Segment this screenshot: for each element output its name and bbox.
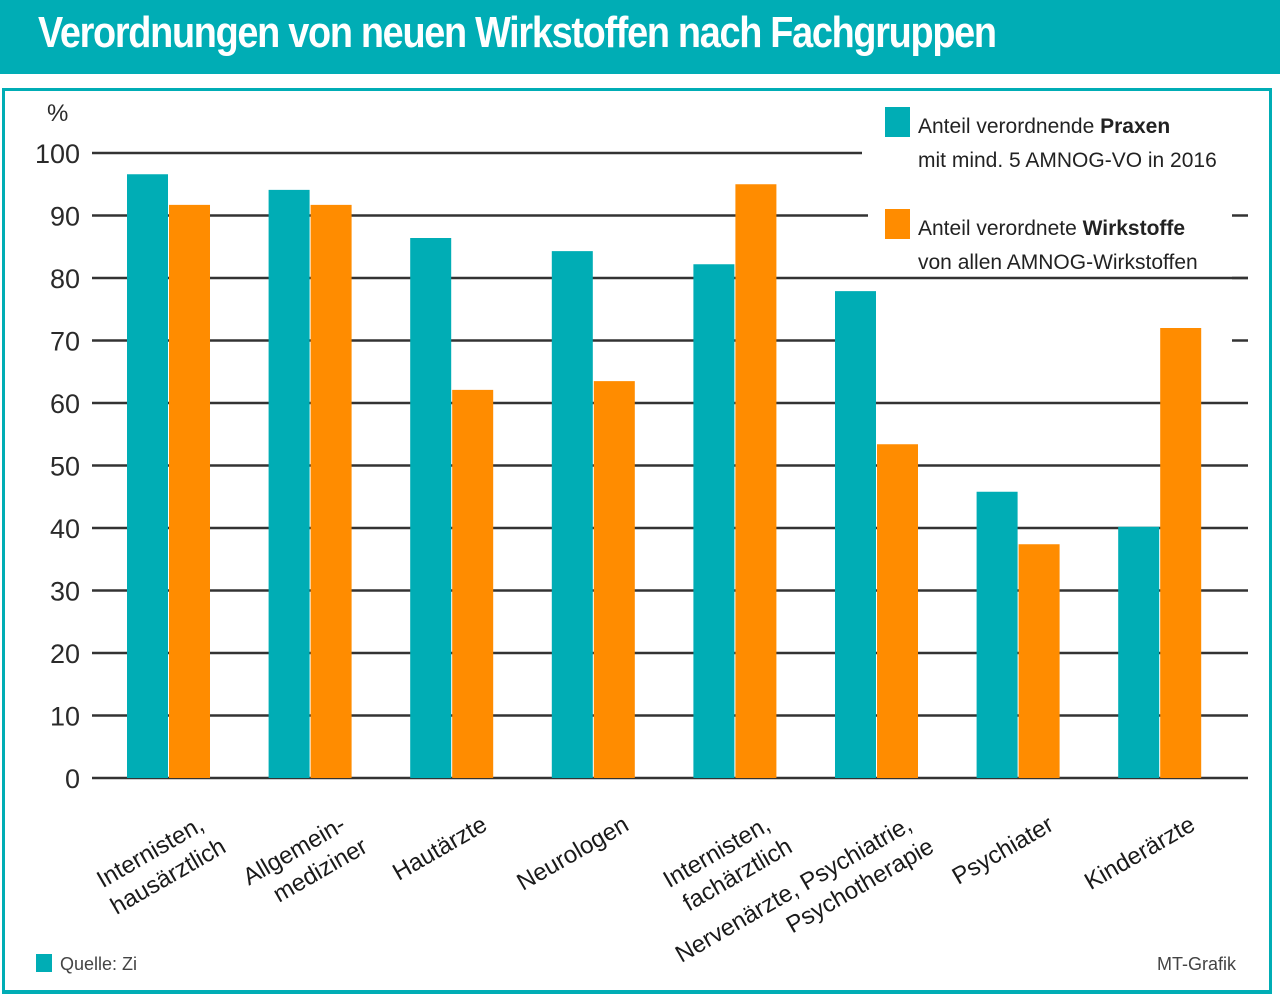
legend-swatch (885, 107, 910, 137)
y-axis-ticks: 0 10 20 30 40 50 60 70 80 90 100 (35, 139, 80, 794)
bar-wirkstoffe (593, 381, 635, 778)
x-axis-labels: Internisten,hausärztlich Allgemein-medizi… (92, 811, 1200, 968)
y-tick-label: 90 (50, 202, 80, 232)
chart-frame (2, 88, 1272, 994)
bar-praxen (127, 174, 168, 778)
x-tick-label: Psychiater (948, 811, 1059, 890)
y-tick-label: 30 (50, 577, 80, 607)
legend-label: mit mind. 5 AMNOG-VO in 2016 (918, 149, 1217, 172)
bar-praxen (693, 264, 735, 778)
bar-praxen (835, 291, 876, 778)
y-tick-label: 20 (50, 639, 80, 669)
legend-swatch (885, 209, 910, 239)
legend-label: von allen AMNOG-Wirkstoffen (918, 251, 1198, 274)
y-axis-label: % (47, 100, 68, 127)
bar-praxen (1118, 526, 1160, 778)
bar-wirkstoffe (735, 184, 777, 778)
y-tick-label: 50 (50, 452, 80, 482)
bar-praxen (268, 189, 310, 778)
source-swatch (36, 954, 52, 972)
legend-label: Anteil verordnende Praxen (918, 115, 1170, 138)
y-tick-label: 0 (65, 764, 80, 794)
source-note: Quelle: Zi (60, 954, 137, 974)
bar-wirkstoffe (452, 389, 494, 778)
bar-praxen (410, 238, 452, 778)
bar-wirkstoffe (877, 444, 918, 778)
credit-note: MT-Grafik (1157, 954, 1237, 974)
y-tick-label: 70 (50, 327, 80, 357)
y-tick-label: 10 (50, 702, 80, 732)
title-bar: Verordnungen von neuen Wirkstoffen nach … (0, 0, 1280, 74)
bars (127, 174, 1202, 778)
gridlines (92, 151, 1248, 780)
x-tick-label: Neurologen (512, 811, 633, 896)
legend-label: Anteil verordnete Wirkstoffe (918, 217, 1185, 240)
bar-wirkstoffe (1160, 328, 1202, 778)
bar-wirkstoffe (1018, 544, 1060, 778)
bar-praxen (976, 491, 1018, 778)
x-tick-label: Kinderärzte (1080, 811, 1200, 896)
y-tick-label: 80 (50, 264, 80, 294)
y-tick-label: 100 (35, 139, 80, 169)
bar-wirkstoffe (310, 204, 352, 778)
bar-praxen (551, 251, 593, 778)
chart-title: Verordnungen von neuen Wirkstoffen nach … (38, 8, 997, 57)
y-tick-label: 40 (50, 514, 80, 544)
legend: Anteil verordnende Praxen mit mind. 5 AMN… (885, 107, 1217, 274)
y-tick-label: 60 (50, 389, 80, 419)
bar-wirkstoffe (169, 204, 210, 778)
x-tick-label: Hautärzte (388, 811, 492, 886)
